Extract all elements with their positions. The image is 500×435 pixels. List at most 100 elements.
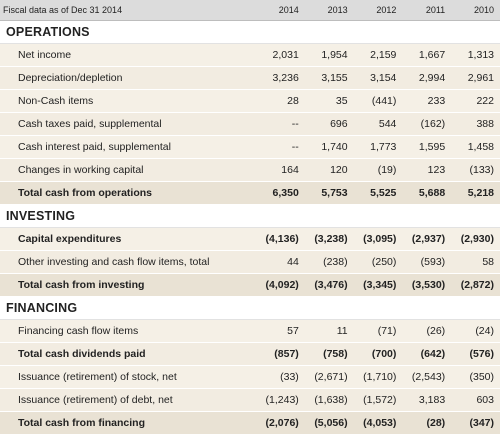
row-value: (350) — [451, 365, 500, 389]
table-row: Capital expenditures (4,136) (3,238) (3,095… — [0, 227, 500, 251]
table-row: Non-Cash items 28 35 (441) 233 222 — [0, 89, 500, 113]
row-label: Cash interest paid, supplemental — [0, 135, 256, 159]
row-value: (576) — [451, 342, 500, 366]
table-row: Financing cash flow items 57 11 (71) (26) (24… — [0, 319, 500, 343]
table-row: Other investing and cash flow items, tot… — [0, 250, 500, 274]
row-label: Changes in working capital — [0, 158, 256, 182]
row-value: (700) — [353, 342, 403, 366]
row-value: -- — [256, 112, 305, 136]
table-row: Depreciation/depletion 3,236 3,155 3,154 2,9… — [0, 66, 500, 90]
row-value: (3,530) — [402, 273, 452, 297]
row-value: (133) — [451, 158, 500, 182]
row-label: Total cash dividends paid — [0, 342, 256, 366]
row-label: Issuance (retirement) of stock, net — [0, 365, 256, 389]
row-value: (3,238) — [304, 227, 354, 251]
row-value: 5,688 — [402, 181, 452, 205]
row-label: Total cash from financing — [0, 411, 256, 435]
row-value: 5,218 — [451, 181, 500, 205]
row-value: 696 — [304, 112, 354, 136]
row-value: (3,345) — [353, 273, 403, 297]
table-row: Total cash from investing (4,092) (3,476)(… — [0, 273, 500, 297]
row-value: 28 — [256, 89, 305, 113]
row-value: (5,056) — [304, 411, 354, 435]
fiscal-data-label: Fiscal data as of Dec 31 2014 — [0, 0, 256, 21]
row-value: 57 — [256, 319, 305, 343]
row-value: (19) — [353, 158, 403, 182]
year-header: 2014 — [256, 0, 305, 21]
row-value: 120 — [304, 158, 354, 182]
row-value: (3,095) — [353, 227, 403, 251]
row-value: 1,740 — [304, 135, 354, 159]
row-value: 1,595 — [402, 135, 452, 159]
row-value: 3,154 — [353, 66, 403, 90]
row-value: 2,961 — [451, 66, 500, 90]
row-value: 222 — [451, 89, 500, 113]
row-value: 2,159 — [353, 43, 403, 67]
row-value: (4,136) — [256, 227, 305, 251]
year-header: 2012 — [353, 0, 403, 21]
row-value: 2,994 — [402, 66, 452, 90]
row-value: 233 — [402, 89, 452, 113]
year-header: 2010 — [451, 0, 500, 21]
table-row: Changes in working capital 164 120 (19) 123(… — [0, 158, 500, 182]
row-value: 2,031 — [256, 43, 305, 67]
row-label: Other investing and cash flow items, tot… — [0, 250, 256, 274]
row-value: 58 — [451, 250, 500, 274]
row-value: (162) — [402, 112, 452, 136]
row-value: (1,638) — [304, 388, 354, 412]
row-value: 544 — [353, 112, 403, 136]
row-value: (26) — [402, 319, 452, 343]
row-value: 1,773 — [353, 135, 403, 159]
row-value: (857) — [256, 342, 305, 366]
year-header: 2011 — [402, 0, 452, 21]
row-value: 388 — [451, 112, 500, 136]
row-label: Net income — [0, 43, 256, 67]
table-row: Total cash dividends paid (857) (758) (700)… — [0, 342, 500, 366]
row-value: (2,671) — [304, 365, 354, 389]
table-row: Issuance (retirement) of debt, net (1,243… — [0, 388, 500, 412]
year-header: 2013 — [304, 0, 354, 21]
row-value: (4,053) — [353, 411, 403, 435]
table-body: OPERATIONS Net income 2,031 1,954 2,159 1,667… — [0, 20, 500, 435]
row-value: 3,155 — [304, 66, 354, 90]
section-title: OPERATIONS — [0, 20, 500, 44]
row-value: 1,954 — [304, 43, 354, 67]
row-label: Issuance (retirement) of debt, net — [0, 388, 256, 412]
table-row: Issuance (retirement) of stock, net (33)(… — [0, 365, 500, 389]
row-value: -- — [256, 135, 305, 159]
row-value: (758) — [304, 342, 354, 366]
section-title: INVESTING — [0, 204, 500, 228]
row-value: 123 — [402, 158, 452, 182]
row-value: (441) — [353, 89, 403, 113]
row-label: Financing cash flow items — [0, 319, 256, 343]
row-value: (2,076) — [256, 411, 305, 435]
row-value: 603 — [451, 388, 500, 412]
row-value: 3,236 — [256, 66, 305, 90]
row-label: Depreciation/depletion — [0, 66, 256, 90]
row-value: (24) — [451, 319, 500, 343]
row-value: (28) — [402, 411, 452, 435]
row-value: 5,753 — [304, 181, 354, 205]
row-value: 6,350 — [256, 181, 305, 205]
row-value: (33) — [256, 365, 305, 389]
row-value: 35 — [304, 89, 354, 113]
row-value: (2,543) — [402, 365, 452, 389]
table-row: Total cash from financing (2,076) (5,056)(… — [0, 411, 500, 435]
table-row: Cash interest paid, supplemental -- 1,740 1… — [0, 135, 500, 159]
row-label: Non-Cash items — [0, 89, 256, 113]
row-value: (71) — [353, 319, 403, 343]
table-row: Cash taxes paid, supplemental -- 696 544 (16… — [0, 112, 500, 136]
row-value: (2,872) — [451, 273, 500, 297]
row-value: (642) — [402, 342, 452, 366]
row-value: (593) — [402, 250, 452, 274]
row-value: (4,092) — [256, 273, 305, 297]
row-value: 5,525 — [353, 181, 403, 205]
table-row: Net income 2,031 1,954 2,159 1,667 1,313 — [0, 43, 500, 67]
row-label: Total cash from investing — [0, 273, 256, 297]
section-header-investing: INVESTING — [0, 204, 500, 228]
row-value: (238) — [304, 250, 354, 274]
row-value: 1,667 — [402, 43, 452, 67]
section-header-operations: OPERATIONS — [0, 20, 500, 44]
